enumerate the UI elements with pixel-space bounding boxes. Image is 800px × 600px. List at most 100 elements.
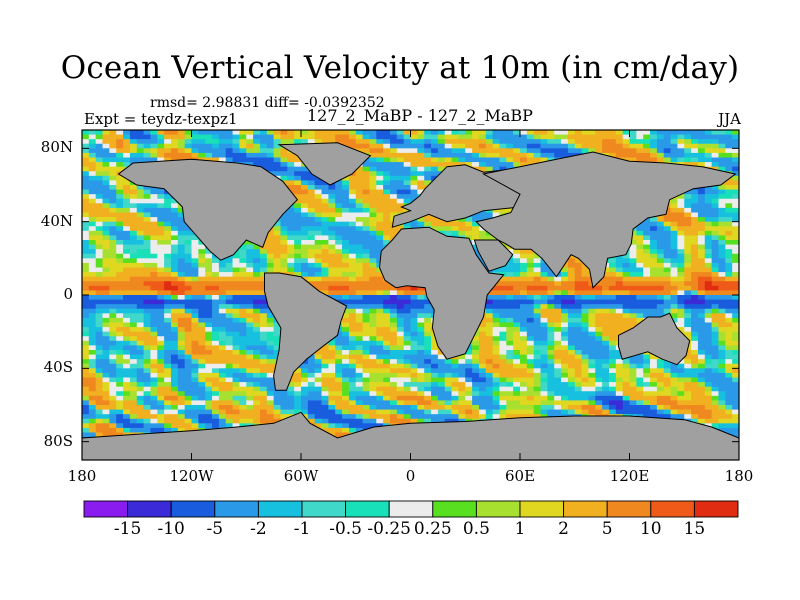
- heatmap-cell: [622, 317, 630, 323]
- heatmap-cell: [369, 130, 377, 135]
- heatmap-cell: [102, 203, 110, 209]
- heatmap-cell: [369, 175, 377, 181]
- heatmap-cell: [718, 299, 726, 305]
- heatmap-cell: [691, 139, 699, 145]
- heatmap-cell: [123, 313, 131, 319]
- heatmap-cell: [123, 359, 131, 365]
- heatmap-cell: [403, 322, 411, 328]
- heatmap-cell: [492, 143, 500, 149]
- heatmap-cell: [348, 322, 357, 328]
- heatmap-cell: [102, 230, 110, 236]
- heatmap-cell: [684, 198, 692, 204]
- heatmap-cell: [218, 143, 227, 149]
- heatmap-cell: [492, 285, 500, 291]
- heatmap-cell: [561, 350, 569, 355]
- heatmap-cell: [369, 281, 377, 287]
- heatmap-cell: [150, 336, 158, 342]
- heatmap-cell: [595, 139, 603, 145]
- heatmap-cell: [561, 285, 569, 291]
- heatmap-cell: [704, 249, 713, 255]
- heatmap-cell: [328, 194, 336, 200]
- heatmap-cell: [355, 331, 363, 337]
- heatmap-cell: [704, 359, 713, 365]
- heatmap-cell: [301, 244, 309, 250]
- heatmap-cell: [520, 354, 528, 360]
- heatmap-cell: [253, 152, 261, 158]
- heatmap-cell: [212, 130, 220, 135]
- heatmap-cell: [198, 359, 206, 365]
- heatmap-cell: [513, 317, 521, 323]
- heatmap-cell: [246, 253, 254, 259]
- heatmap-cell: [656, 295, 665, 300]
- heatmap-cell: [465, 152, 473, 158]
- heatmap-cell: [492, 327, 500, 333]
- heatmap-cell: [437, 148, 446, 154]
- heatmap-cell: [239, 322, 247, 328]
- heatmap-cell: [499, 299, 507, 305]
- heatmap-cell: [116, 166, 124, 172]
- heatmap-cell: [369, 240, 377, 245]
- heatmap-cell: [143, 217, 151, 223]
- heatmap-cell: [164, 143, 172, 149]
- heatmap-cell: [95, 327, 103, 333]
- heatmap-cell: [677, 212, 685, 218]
- heatmap-cell: [691, 345, 699, 351]
- heatmap-cell: [554, 299, 562, 305]
- heatmap-cell: [691, 130, 699, 135]
- heatmap-cell: [417, 180, 425, 186]
- heatmap-cell: [307, 253, 316, 259]
- heatmap-cell: [581, 322, 589, 328]
- heatmap-cell: [205, 299, 213, 305]
- heatmap-cell: [622, 290, 630, 296]
- heatmap-cell: [670, 212, 678, 218]
- heatmap-cell: [294, 180, 302, 186]
- heatmap-cell: [389, 185, 398, 190]
- heatmap-cell: [547, 299, 555, 305]
- heatmap-cell: [170, 235, 179, 241]
- heatmap-cell: [150, 157, 158, 163]
- heatmap-cell: [253, 130, 261, 135]
- heatmap-cell: [389, 290, 398, 296]
- heatmap-cell: [554, 359, 562, 365]
- heatmap-cell: [218, 340, 227, 346]
- heatmap-cell: [253, 354, 261, 360]
- heatmap-cell: [629, 262, 637, 268]
- heatmap-cell: [444, 134, 452, 140]
- heatmap-cell: [643, 290, 651, 296]
- heatmap-cell: [376, 308, 384, 314]
- heatmap-cell: [595, 295, 603, 300]
- heatmap-cell: [362, 194, 370, 200]
- heatmap-cell: [342, 363, 350, 369]
- heatmap-cell: [547, 295, 555, 300]
- heatmap-cell: [184, 281, 192, 287]
- heatmap-cell: [561, 317, 569, 323]
- heatmap-cell: [615, 258, 624, 264]
- heatmap-cell: [287, 212, 295, 218]
- heatmap-cell: [123, 262, 131, 268]
- heatmap-cell: [82, 180, 90, 186]
- heatmap-cell: [389, 157, 398, 163]
- heatmap-cell: [280, 166, 288, 172]
- heatmap-cell: [656, 249, 665, 255]
- heatmap-cell: [376, 166, 384, 172]
- heatmap-cell: [670, 272, 678, 278]
- heatmap-cell: [232, 281, 240, 287]
- heatmap-cell: [212, 134, 220, 140]
- heatmap-cell: [376, 143, 384, 149]
- heatmap-cell: [246, 244, 254, 250]
- heatmap-cell: [157, 313, 165, 319]
- heatmap-cell: [253, 253, 261, 259]
- heatmap-cell: [451, 363, 459, 369]
- heatmap-cell: [232, 130, 240, 135]
- heatmap-cell: [670, 152, 678, 158]
- heatmap-cell: [376, 295, 384, 300]
- heatmap-cell: [697, 134, 706, 140]
- heatmap-cell: [164, 350, 172, 355]
- heatmap-cell: [342, 175, 350, 181]
- heatmap-cell: [116, 285, 124, 291]
- heatmap-cell: [177, 130, 186, 135]
- heatmap-cell: [417, 143, 425, 149]
- heatmap-cell: [150, 221, 158, 227]
- heatmap-cell: [321, 189, 329, 195]
- heatmap-cell: [656, 290, 665, 296]
